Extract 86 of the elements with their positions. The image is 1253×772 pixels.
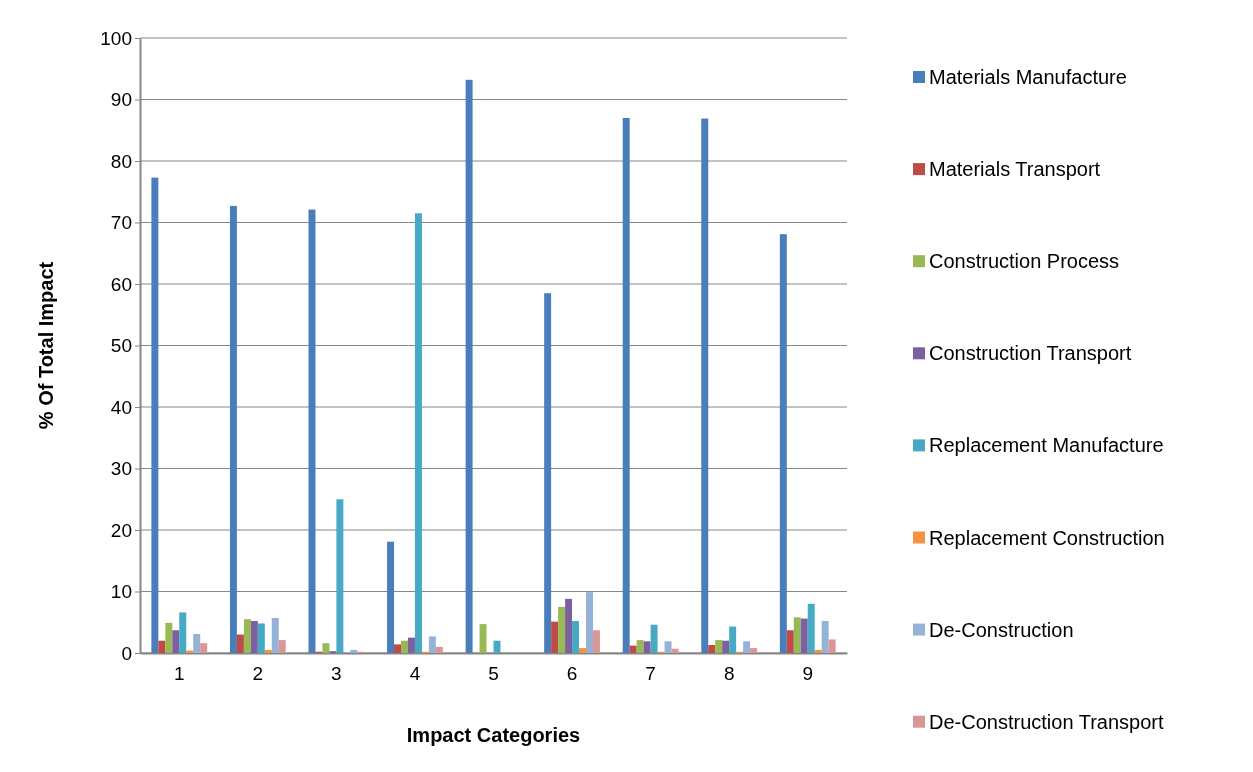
bar (743, 641, 751, 653)
y-tick-label: 90 (110, 89, 132, 111)
bar (643, 641, 651, 653)
bar (165, 622, 173, 653)
legend-label: Replacement Construction (929, 526, 1165, 549)
bar (243, 619, 251, 653)
bar (650, 624, 658, 653)
bar (807, 603, 815, 653)
bar (629, 645, 637, 653)
bar (793, 617, 801, 653)
bar (250, 621, 258, 653)
bar (271, 617, 279, 653)
legend-label: Replacement Manufacture (929, 434, 1164, 457)
bar (229, 205, 237, 653)
legend-label: De-Construction Transport (929, 710, 1164, 733)
bar (336, 499, 344, 653)
legend-label: Construction Process (929, 250, 1120, 273)
bar (715, 640, 723, 653)
y-tick-label: 60 (110, 273, 132, 295)
x-tick-label: 6 (566, 663, 578, 685)
bar (722, 640, 730, 653)
bar (435, 646, 443, 653)
y-tick-label: 10 (110, 581, 132, 603)
bar (701, 118, 709, 653)
bar (200, 643, 208, 653)
bar (800, 618, 808, 653)
bar (565, 598, 573, 653)
x-tick-label: 1 (173, 663, 185, 685)
y-axis-title: % Of Total Impact (35, 261, 57, 430)
bar (465, 79, 473, 653)
y-tick-label: 80 (110, 150, 132, 172)
bar (407, 637, 415, 653)
bar (322, 643, 330, 653)
bar (264, 649, 272, 653)
bar (278, 640, 286, 653)
bar (779, 234, 787, 653)
y-tick-label: 50 (110, 335, 132, 357)
bar (586, 592, 593, 653)
bar (708, 645, 716, 653)
bar (551, 621, 559, 653)
bar (664, 641, 672, 653)
bar (394, 644, 401, 653)
bar (257, 623, 265, 653)
x-tick-label: 2 (252, 663, 264, 685)
bar (236, 634, 244, 653)
y-tick-label: 20 (110, 519, 132, 541)
bar (558, 606, 566, 653)
bar (387, 541, 395, 653)
x-tick-label: 9 (802, 663, 814, 685)
bar (428, 636, 436, 653)
bar (350, 649, 358, 653)
bar (786, 630, 794, 653)
bar (479, 624, 487, 653)
bar (814, 649, 822, 653)
bar (179, 612, 187, 653)
bar (592, 630, 600, 653)
bar (401, 640, 408, 653)
bar (544, 293, 552, 653)
bar (579, 648, 586, 653)
bar (636, 640, 644, 653)
y-tick-label: 0 (121, 642, 132, 664)
bar (729, 626, 737, 653)
bar (821, 621, 829, 653)
bar (414, 213, 422, 653)
bar (193, 633, 201, 653)
x-tick-label: 3 (331, 663, 342, 685)
y-tick-label: 40 (110, 396, 132, 418)
x-axis-title: Impact Categories (406, 724, 581, 746)
x-tick-label: 8 (723, 663, 735, 685)
y-tick-label: 30 (110, 458, 132, 480)
x-tick-label: 5 (488, 663, 499, 685)
legend-label: De-Construction (929, 618, 1074, 641)
legend-label: Materials Manufacture (929, 66, 1127, 88)
x-tick-label: 7 (645, 663, 656, 685)
bar (172, 630, 180, 653)
y-tick-label: 70 (110, 212, 132, 234)
bar (151, 177, 159, 653)
x-tick-label: 4 (409, 663, 421, 685)
y-tick-label: 100 (100, 27, 132, 49)
legend-label: Construction Transport (929, 342, 1132, 365)
bar (828, 639, 836, 653)
bar (158, 640, 166, 653)
legend-label: Materials Transport (929, 158, 1101, 181)
bar (622, 117, 630, 653)
bar (750, 648, 758, 653)
bar (572, 621, 580, 653)
